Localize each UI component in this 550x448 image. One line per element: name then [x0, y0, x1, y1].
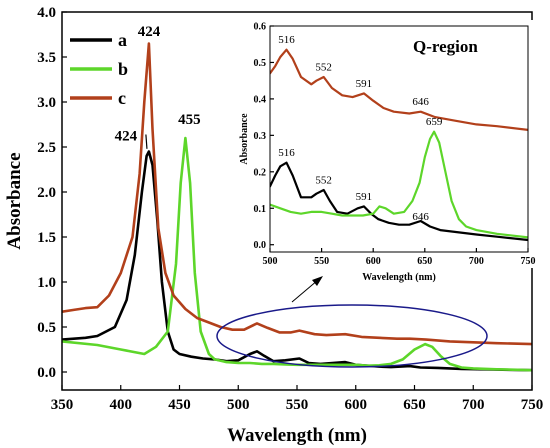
inset-axes-group: 500 550 600 650 700 750 0.0 0.1 0.2 0.3 0.4 0.5 0.6 [254, 22, 536, 268]
main-x-tick-label: 750 [521, 397, 544, 413]
legend-label-c: c [118, 88, 126, 108]
inset-peak-label: 516 [278, 147, 295, 159]
main-series-line-a [62, 150, 532, 372]
q-region-ellipse [216, 304, 488, 368]
inset-y-tick-label: 0.1 [254, 204, 267, 215]
main-y-tick-label: 2.0 [37, 185, 56, 201]
main-y-tick-label: 1.0 [37, 275, 56, 291]
main-series-line-c [62, 42, 532, 346]
main-y-tick-label: 4.0 [37, 5, 56, 21]
main-x-tick-label: 400 [110, 397, 133, 413]
main-x-tick-label: 500 [227, 397, 250, 413]
inset-y-tick-label: 0.5 [254, 58, 267, 69]
inset-peak-label: 552 [315, 61, 332, 73]
main-x-tick-label: 450 [168, 397, 191, 413]
main-x-tick-label: 600 [345, 397, 368, 413]
q-region-arrow-head [312, 276, 323, 286]
main-y-tick-label: 3.0 [37, 95, 56, 111]
inset-plot-frame [269, 25, 529, 253]
main-x-tick-label: 650 [403, 397, 426, 413]
main-y-tick-label: 3.5 [37, 50, 56, 66]
main-y-tick-label: 0.0 [37, 365, 56, 381]
legend-label-b: b [118, 59, 128, 79]
main-y-tick-label: 1.5 [37, 230, 56, 246]
inset-peak-label: 646 [412, 96, 429, 108]
inset-peak-label: 646 [412, 211, 429, 223]
peak-a-arrow-line [145, 134, 148, 149]
inset-peak-label: 516 [278, 34, 295, 46]
main-y-tick-label: 0.5 [37, 320, 56, 336]
inset-x-tick-label: 550 [314, 256, 329, 267]
inset-peak-label: 659 [426, 116, 443, 128]
inset-title: Q-region [413, 37, 478, 56]
inset-series-line-a [270, 161, 528, 242]
inset-y-axis-title: Absorbance [239, 113, 250, 165]
inset-y-tick-label: 0.6 [254, 22, 267, 33]
q-region-arrow-line [291, 279, 319, 303]
main-peak-annotations: 424 424 455 [115, 24, 201, 149]
inset-x-tick-label: 700 [469, 256, 484, 267]
main-axes-group: 350 400 450 500 550 600 650 700 750 0.0 0.5 1.0 1.5 2… [37, 5, 543, 413]
inset-series-line-b [270, 130, 528, 239]
inset-x-tick-label: 500 [263, 256, 278, 267]
main-x-tick-label: 700 [462, 397, 485, 413]
inset-x-tick-label: 600 [366, 256, 381, 267]
inset-x-tick-label: 650 [417, 256, 432, 267]
inset-y-tick-label: 0.0 [254, 240, 267, 251]
inset-series-group [270, 48, 528, 242]
inset-x-tick-label: 750 [521, 256, 536, 267]
inset-peak-label: 591 [356, 191, 373, 203]
inset-peak-annotations: 516 552 591 646 659 516 552 591 646 [278, 34, 443, 223]
main-peak-label: 455 [178, 112, 201, 128]
main-peak-label: 424 [138, 24, 161, 40]
legend: abc [70, 30, 128, 108]
inset-y-tick-label: 0.2 [254, 167, 267, 178]
legend-label-a: a [118, 30, 127, 50]
inset-x-axis-title: Wavelength (nm) [362, 272, 436, 283]
main-peak-label: 424 [115, 129, 138, 145]
main-x-axis-title: Wavelength (nm) [227, 425, 367, 446]
main-y-tick-label: 2.5 [37, 140, 56, 156]
inset-y-tick-label: 0.4 [254, 94, 267, 105]
main-series-line-b [62, 136, 532, 372]
main-series-group [62, 42, 532, 372]
main-x-tick-label: 550 [286, 397, 309, 413]
inset-background [266, 20, 536, 268]
inset-series-line-c [270, 48, 528, 131]
inset-peak-label: 591 [356, 78, 373, 90]
main-y-axis-title: Absorbance [4, 152, 25, 249]
inset-peak-label: 552 [315, 174, 332, 186]
main-x-tick-label: 350 [51, 397, 74, 413]
inset-y-tick-label: 0.3 [254, 131, 267, 142]
